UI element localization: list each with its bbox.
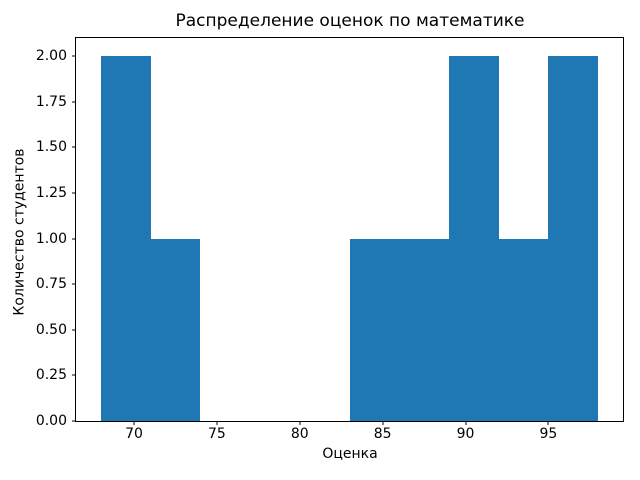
histogram-bar [498,238,549,421]
x-tick-label: 70 [125,426,143,442]
histogram-bar [448,56,499,421]
y-tick-label: 0.25 [35,367,67,384]
x-tick-mark [547,421,549,425]
x-tick-label: 80 [290,426,309,442]
histogram-bar [150,238,201,421]
y-tick-mark [72,146,76,148]
histogram-bar [100,56,151,421]
y-tick-label: 1.50 [35,139,67,156]
x-tick-label: 95 [539,426,558,442]
y-tick-label: 0.50 [35,321,67,338]
x-tick-mark [216,421,218,425]
y-tick-label: 0.75 [35,276,67,293]
histogram-bar [399,238,449,421]
x-axis-label: Оценка [322,446,378,462]
y-tick-mark [72,238,76,240]
x-tick-label: 75 [207,426,226,442]
y-tick-mark [72,55,76,57]
y-tick-label: 1.00 [35,230,67,247]
chart-title: Распределение оценок по математике [175,11,525,31]
y-axis-label: Количество студентов [11,148,28,316]
x-tick-mark [133,421,135,425]
histogram-bar [548,56,599,421]
y-tick-label: 2.00 [35,48,67,65]
y-tick-label: 0.00 [35,412,67,429]
y-tick-mark [72,283,76,285]
histogram-bar [349,238,400,421]
y-tick-mark [72,420,76,422]
y-tick-mark [72,374,76,376]
plot-area: 70 75 80 85 90 95 0.00 0.25 0.50 0.75 1.00 1.25 1.50… [36,37,624,442]
x-tick-mark [465,421,467,425]
y-tick-label: 1.75 [35,93,67,110]
y-tick-mark [72,101,76,103]
x-tick-mark [299,421,301,425]
x-tick-mark [382,421,384,425]
y-tick-mark [72,192,76,194]
x-tick-label: 90 [456,426,475,442]
y-tick-label: 1.25 [35,184,67,201]
x-tick-label: 85 [373,426,392,442]
y-tick-mark [72,329,76,331]
